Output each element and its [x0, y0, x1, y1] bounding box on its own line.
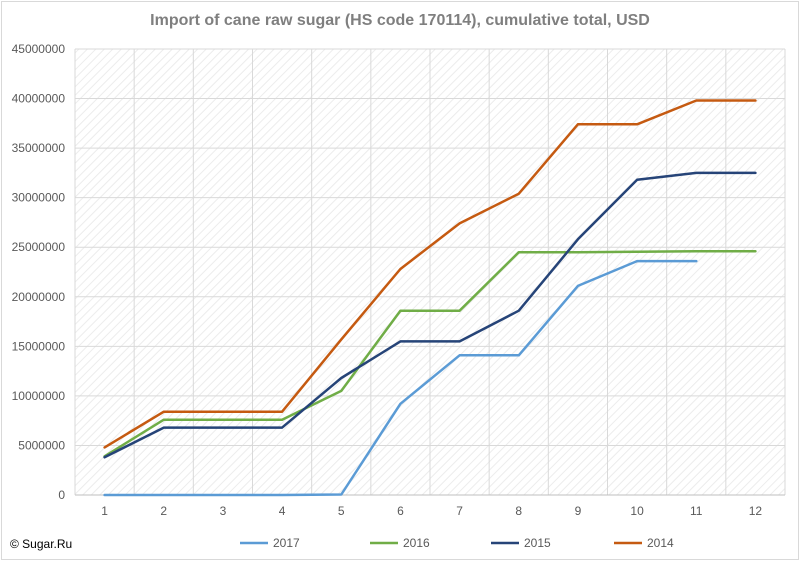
x-tick-label: 9: [575, 504, 582, 518]
legend: 2017 2016 2015 2014: [240, 536, 674, 550]
y-tick-label: 25000000: [12, 240, 66, 254]
series-line-2017: [103, 259, 698, 497]
copyright-text: © Sugar.Ru: [10, 537, 73, 551]
x-tick-label: 10: [630, 504, 644, 518]
legend-label-2017: 2017: [273, 536, 300, 550]
legend-label-2016: 2016: [403, 536, 430, 550]
series-line-2016: [103, 249, 757, 458]
y-tick-label: 30000000: [12, 191, 66, 205]
series-line-2015: [103, 171, 757, 459]
series-line-2014: [103, 99, 757, 449]
x-tick-label: 1: [101, 504, 108, 518]
legend-label-2015: 2015: [524, 536, 551, 550]
x-tick-label: 12: [749, 504, 763, 518]
y-tick-label: 15000000: [12, 339, 66, 353]
y-tick-label: 0: [58, 488, 65, 502]
y-tick-label: 35000000: [12, 141, 66, 155]
chart-title: Import of cane raw sugar (HS code 170114…: [150, 12, 650, 29]
y-tick-label: 45000000: [12, 42, 66, 56]
legend-label-2014: 2014: [647, 536, 674, 550]
series-lines: [103, 99, 757, 497]
y-tick-label: 10000000: [12, 389, 66, 403]
x-tick-label: 5: [338, 504, 345, 518]
x-tick-label: 8: [515, 504, 522, 518]
x-tick-label: 3: [220, 504, 227, 518]
x-tick-label: 4: [279, 504, 286, 518]
x-tick-label: 6: [397, 504, 404, 518]
y-tick-label: 5000000: [18, 438, 65, 452]
y-tick-label: 40000000: [12, 92, 66, 106]
y-tick-label: 20000000: [12, 290, 66, 304]
x-tick-label: 7: [456, 504, 463, 518]
x-tick-label: 2: [160, 504, 167, 518]
x-tick-label: 11: [690, 504, 703, 518]
